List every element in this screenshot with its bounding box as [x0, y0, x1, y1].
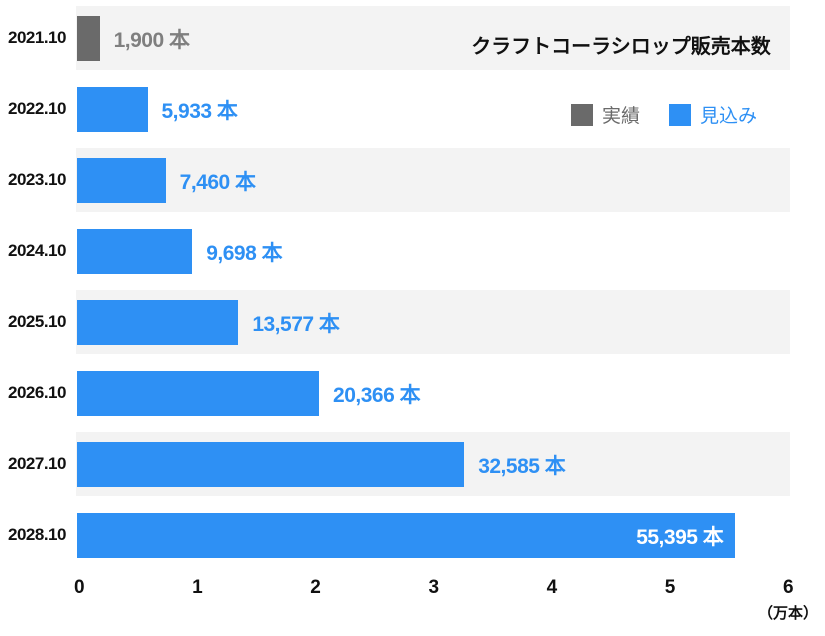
chart-row: 2023.10 7,460 本 [0, 148, 825, 212]
chart-row: 2026.10 20,366 本 [0, 361, 825, 425]
legend-item-forecast: 見込み [669, 101, 757, 128]
value-label: 7,460 本 [179, 170, 256, 194]
chart-row: 2024.10 9,698 本 [0, 219, 825, 283]
chart-row: 2022.10 5,933 本 [0, 77, 825, 141]
chart-row: 2027.10 32,585 本 [0, 432, 825, 496]
legend-item-actual: 実績 [571, 101, 640, 128]
bar [77, 16, 100, 61]
chart-row: 2028.10 55,395 本 [0, 503, 825, 567]
bar [77, 513, 736, 558]
bar [77, 87, 148, 132]
axis-unit-label: （万本） [757, 605, 818, 622]
axis-tick: 2 [310, 577, 321, 598]
forecast-swatch-icon [669, 103, 692, 126]
row-band [76, 148, 790, 212]
value-label: 13,577 本 [252, 312, 340, 336]
category-label: 2023.10 [8, 170, 66, 189]
bar [77, 158, 166, 203]
value-label: 1,900 本 [113, 28, 190, 52]
legend: 実績 見込み [571, 101, 757, 128]
axis-tick: 1 [192, 577, 203, 598]
axis-tick: 0 [73, 577, 85, 598]
bar-area: 55,395 本 [77, 513, 790, 558]
bar [77, 300, 239, 345]
bar-area: 32,585 本 [77, 442, 790, 487]
value-label: 32,585 本 [478, 454, 566, 478]
chart-row: 2021.10 1,900 本 [0, 6, 825, 70]
bar [77, 442, 465, 487]
value-label: 20,366 本 [333, 383, 421, 407]
category-label: 2026.10 [8, 383, 66, 402]
actual-swatch-icon [571, 103, 593, 126]
chart-rows: 2021.10 1,900 本 2022.10 5,933 本 2023.10 … [0, 6, 825, 574]
bar [77, 229, 193, 274]
legend-label-actual: 実績 [602, 106, 641, 127]
bar-area: 13,577 本 [77, 300, 790, 345]
value-label: 55,395 本 [636, 525, 724, 549]
legend-label-forecast: 見込み [700, 106, 758, 127]
category-label: 2027.10 [8, 454, 66, 473]
chart-row: 2025.10 13,577 本 [0, 290, 825, 354]
bar-area: 20,366 本 [77, 371, 790, 416]
bar-area: 7,460 本 [77, 158, 790, 203]
value-label: 5,933 本 [161, 99, 238, 123]
chart-title: クラフトコーラシロップ販売本数 [471, 36, 771, 58]
category-label: 2028.10 [8, 525, 66, 544]
bar [77, 371, 320, 416]
bar-area: 1,900 本 [77, 16, 790, 61]
category-label: 2025.10 [8, 312, 66, 331]
category-label: 2022.10 [8, 99, 66, 118]
axis-tick: 4 [546, 577, 558, 598]
bar-area: 5,933 本 [77, 87, 790, 132]
axis-tick: 6 [782, 577, 794, 598]
axis-tick: 3 [428, 577, 439, 598]
category-label: 2021.10 [8, 28, 66, 47]
bar-area: 9,698 本 [77, 229, 790, 274]
x-axis: 0 1 2 3 4 5 6 [74, 577, 794, 599]
axis-tick: 5 [664, 577, 676, 598]
value-label: 9,698 本 [206, 241, 283, 265]
row-band [76, 6, 790, 70]
category-label: 2024.10 [8, 241, 66, 260]
